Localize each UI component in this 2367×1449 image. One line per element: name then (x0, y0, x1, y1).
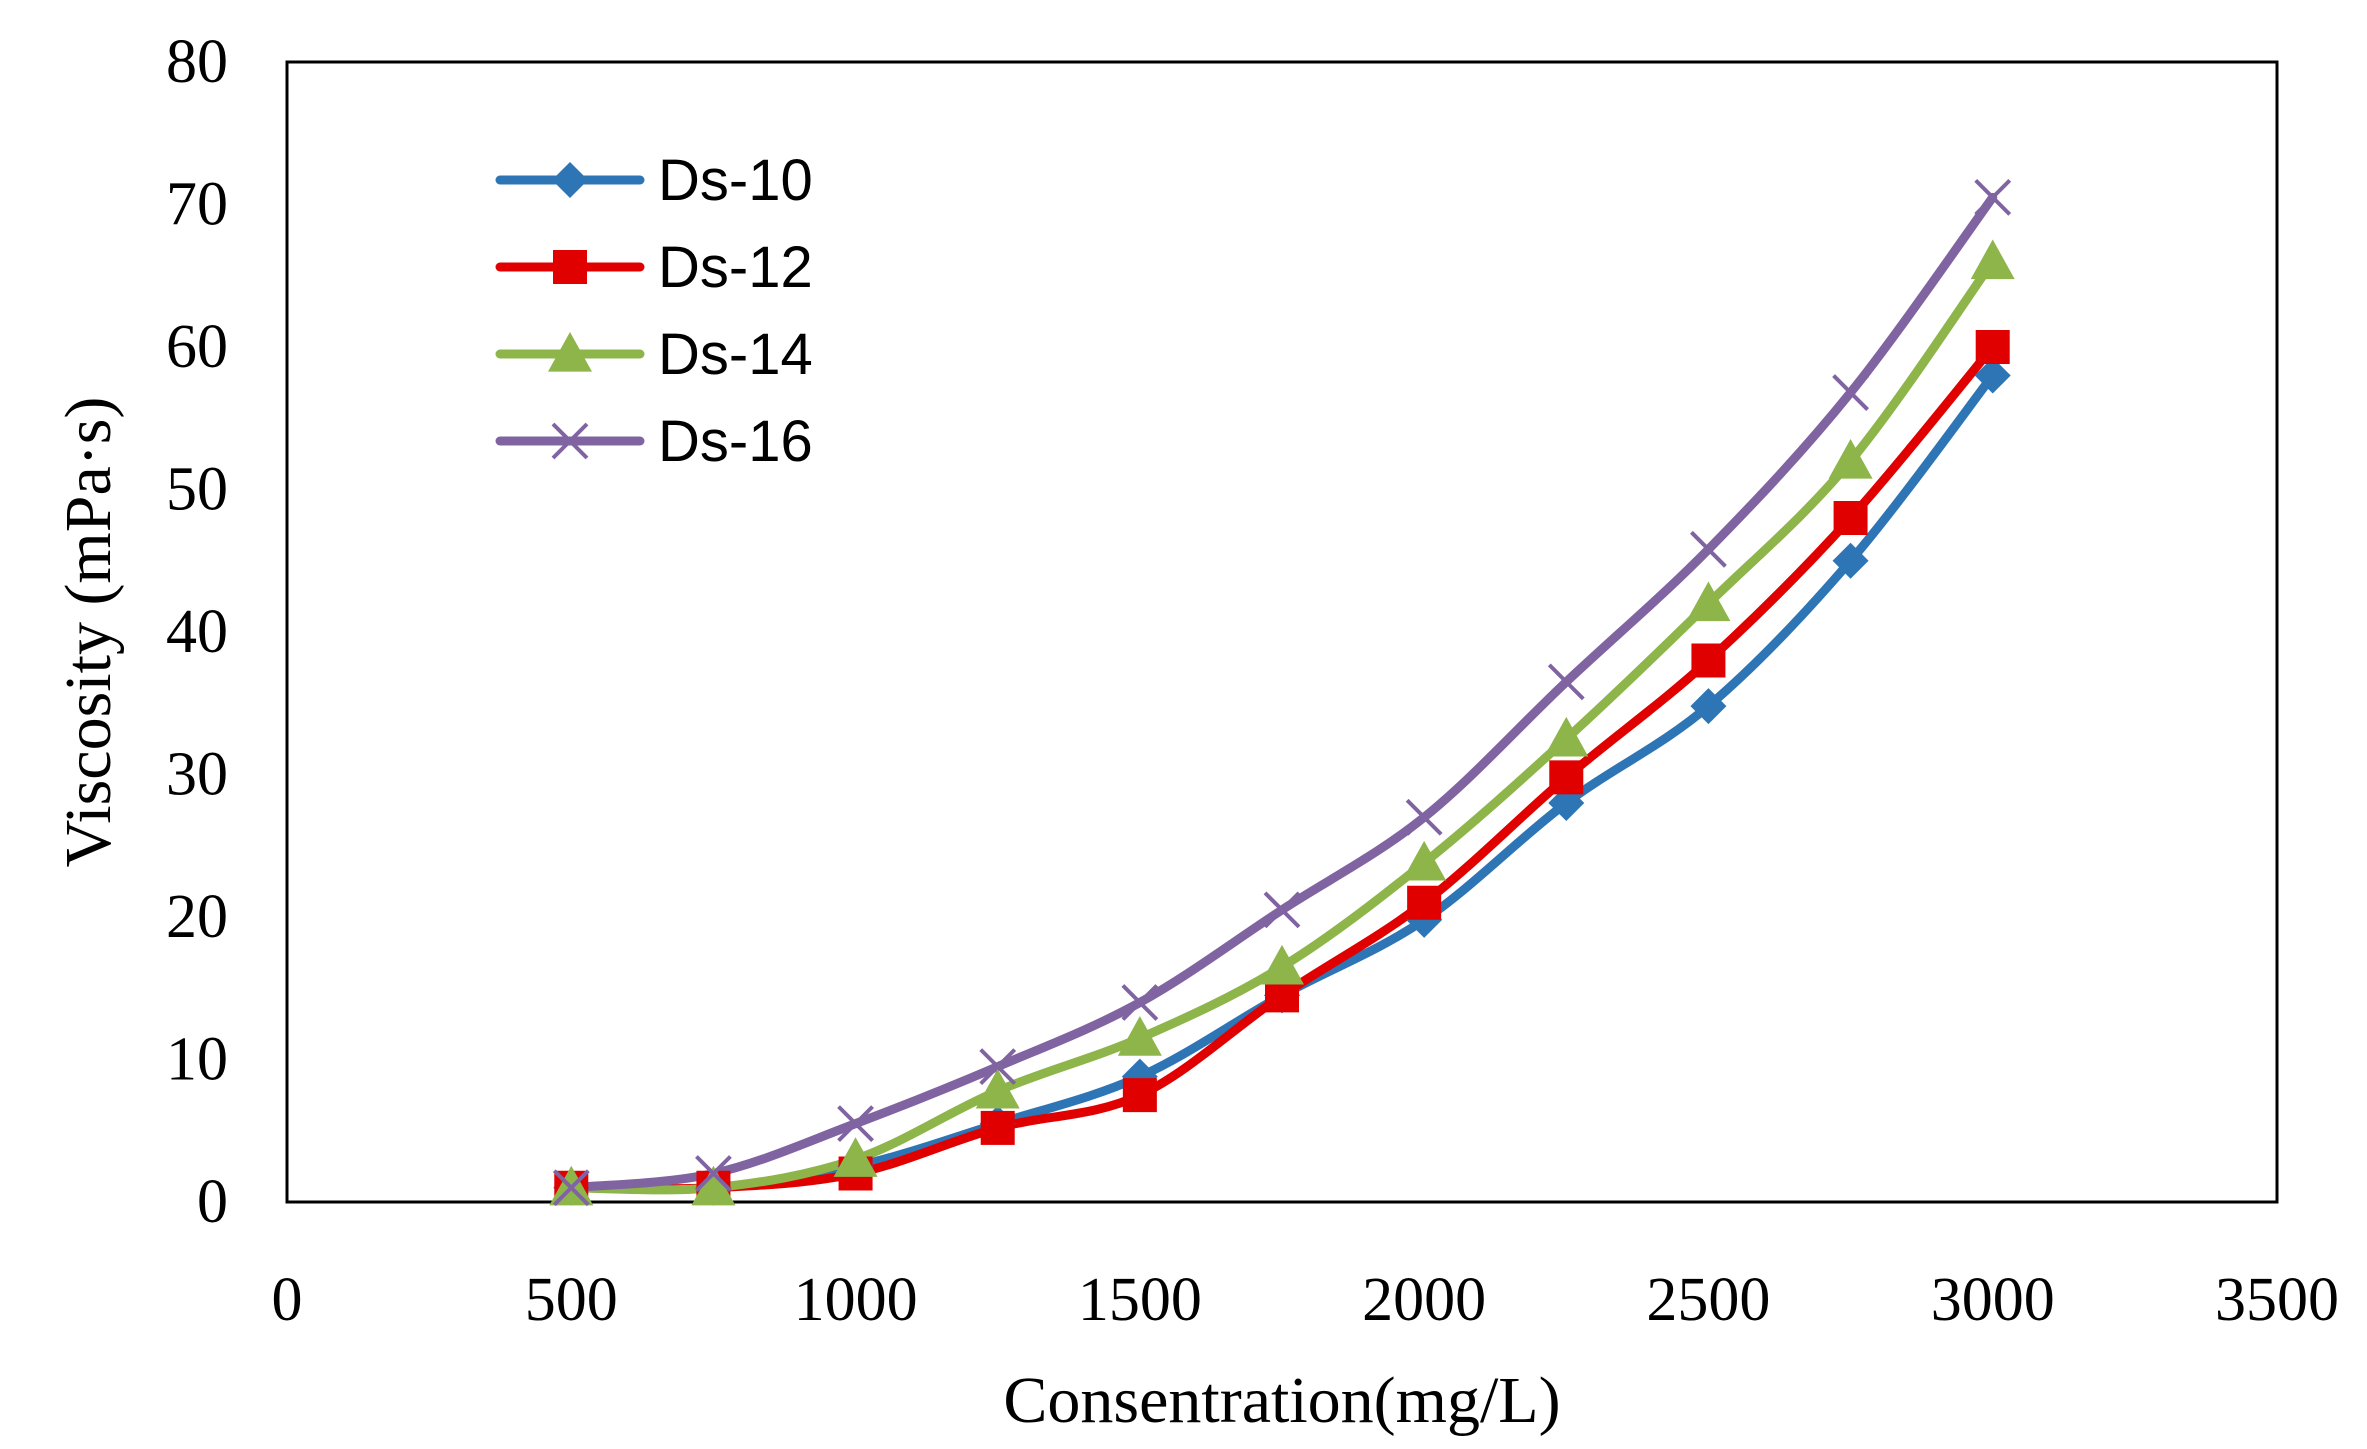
marker-ds-16 (1405, 798, 1443, 836)
marker-ds-12 (1691, 643, 1726, 678)
legend-label-ds-12: Ds-12 (658, 235, 813, 300)
x-tick-label: 3000 (1931, 1266, 2055, 1334)
series-markers (549, 178, 2015, 1207)
y-tick-label: 40 (166, 598, 228, 666)
y-tick-label: 20 (166, 883, 228, 951)
marker-ds-16 (552, 1169, 590, 1207)
marker-ds-12 (1122, 1078, 1157, 1113)
x-tick-label: 3500 (2215, 1266, 2339, 1334)
marker-ds-14 (1970, 239, 2015, 280)
marker-ds-12 (1407, 885, 1442, 920)
y-tick-label: 80 (166, 28, 228, 96)
marker-ds-14 (1260, 944, 1304, 985)
legend: Ds-10 Ds-12 Ds-14 Ds-16 (495, 148, 813, 474)
marker-ds-14 (1117, 1016, 1162, 1056)
y-axis-title: Viscosity (mPa·s) (52, 397, 125, 868)
marker-ds-16 (979, 1048, 1017, 1086)
legend-marker-ds-16 (551, 422, 589, 460)
y-tick-label: 50 (166, 456, 228, 524)
plot-area (285, 60, 2279, 1204)
x-tick-label: 0 (272, 1266, 303, 1334)
marker-ds-16 (837, 1105, 874, 1143)
x-axis-ticks: 0 500 1000 1500 2000 2500 3000 3500 (272, 1266, 2340, 1334)
marker-ds-16 (695, 1155, 732, 1192)
x-tick-label: 1000 (794, 1266, 918, 1334)
line-ds-16 (566, 192, 1998, 1193)
marker-ds-16 (1547, 663, 1585, 701)
y-tick-label: 30 (166, 741, 228, 809)
marker-ds-16 (1974, 178, 2012, 216)
x-tick-label: 2000 (1362, 1266, 1486, 1334)
marker-ds-12 (1975, 330, 2010, 364)
legend-label-ds-14: Ds-14 (658, 322, 813, 387)
legend-label-ds-16: Ds-16 (658, 409, 813, 474)
x-axis-title: Consentration(mg/L) (1003, 1364, 1560, 1437)
marker-ds-14 (975, 1068, 1020, 1109)
marker-ds-12 (1833, 501, 1868, 535)
marker-ds-10 (1974, 357, 2011, 394)
marker-ds-14 (833, 1137, 878, 1177)
marker-ds-14 (1544, 716, 1589, 757)
x-tick-label: 2500 (1646, 1266, 1770, 1334)
marker-ds-16 (1690, 530, 1727, 568)
marker-ds-16 (1832, 374, 1869, 412)
y-tick-label: 70 (166, 171, 228, 239)
y-tick-label: 60 (166, 313, 228, 381)
marker-ds-12 (980, 1110, 1015, 1145)
legend-marker-ds-10 (552, 162, 588, 198)
x-tick-label: 500 (525, 1266, 618, 1334)
marker-ds-10 (1690, 688, 1727, 725)
marker-ds-14 (1828, 439, 1873, 479)
legend-marker-ds-12 (553, 250, 587, 284)
marker-ds-14 (1686, 581, 1731, 622)
legend-label-ds-10: Ds-10 (658, 148, 813, 213)
marker-ds-16 (1263, 891, 1301, 929)
marker-ds-14 (691, 1165, 736, 1206)
marker-ds-16 (1121, 984, 1159, 1021)
marker-ds-12 (1549, 760, 1584, 795)
marker-ds-10 (1832, 542, 1869, 579)
x-tick-label: 1500 (1078, 1266, 1202, 1334)
line-ds-14 (566, 257, 1998, 1195)
y-axis-ticks: 0 10 20 30 40 50 60 70 80 (166, 28, 228, 1236)
marker-ds-14 (1402, 840, 1447, 881)
legend-marker-ds-14 (548, 332, 592, 372)
y-tick-label: 10 (166, 1026, 228, 1094)
y-tick-label: 0 (197, 1168, 228, 1236)
